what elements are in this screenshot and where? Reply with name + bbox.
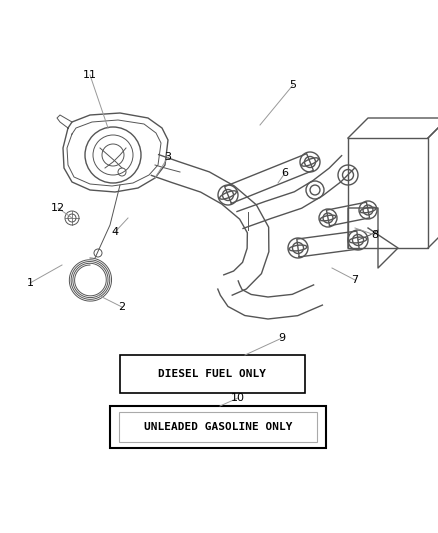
Text: UNLEADED GASOLINE ONLY: UNLEADED GASOLINE ONLY — [144, 422, 292, 432]
Text: 10: 10 — [231, 393, 245, 403]
Text: 6: 6 — [282, 168, 289, 178]
Text: 12: 12 — [51, 203, 65, 213]
Text: 1: 1 — [27, 278, 33, 288]
Bar — [110, 406, 326, 448]
Text: 2: 2 — [118, 302, 126, 312]
Bar — [119, 412, 317, 442]
Text: 7: 7 — [351, 275, 359, 285]
Text: 5: 5 — [290, 80, 297, 90]
Bar — [120, 355, 305, 393]
Text: 11: 11 — [83, 70, 97, 80]
Text: 3: 3 — [165, 152, 172, 162]
Text: 4: 4 — [111, 227, 119, 237]
Text: 9: 9 — [279, 333, 286, 343]
Text: DIESEL FUEL ONLY: DIESEL FUEL ONLY — [159, 369, 266, 379]
Text: 8: 8 — [371, 230, 378, 240]
